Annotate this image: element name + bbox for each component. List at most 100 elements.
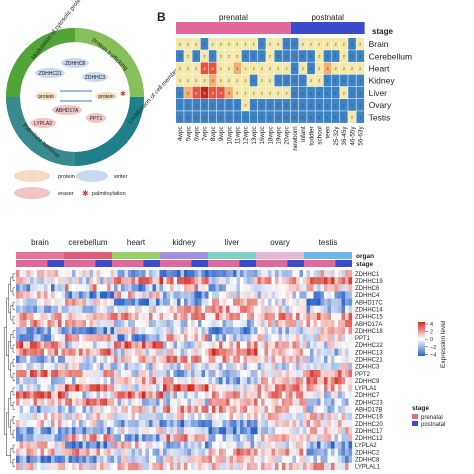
panel-c-cell bbox=[68, 412, 73, 421]
panel-b-cell bbox=[266, 111, 274, 123]
panel-c-cell bbox=[166, 448, 171, 456]
panel-c-cell bbox=[331, 455, 335, 464]
panel-c-cell bbox=[51, 441, 55, 449]
panel-c-cell bbox=[110, 312, 115, 321]
panel-b-cell bbox=[299, 111, 307, 123]
panel-c-cell bbox=[30, 334, 34, 342]
panel-c-cell bbox=[289, 341, 293, 349]
panel-b-cell-value: 4 bbox=[220, 91, 222, 95]
panel-c-cell bbox=[75, 455, 80, 464]
panel-c-cell bbox=[296, 348, 300, 356]
center-label: protein bbox=[98, 94, 114, 100]
panel-c-cell bbox=[156, 291, 160, 299]
panel-c-cell bbox=[30, 341, 34, 349]
panel-c-cell bbox=[65, 320, 69, 328]
panel-c-cell bbox=[317, 398, 321, 406]
panel-c-cell bbox=[145, 341, 150, 349]
panel-c-cell bbox=[19, 412, 24, 421]
panel-c-cell bbox=[278, 327, 283, 335]
panel-c-cell bbox=[33, 427, 38, 435]
panel-c-cell bbox=[292, 355, 297, 364]
panel-c-cell bbox=[191, 420, 195, 428]
panel-c-cell bbox=[44, 398, 48, 406]
panel-c-cell bbox=[341, 341, 346, 349]
panel-c-cell bbox=[124, 384, 129, 392]
panel-c-cell bbox=[264, 355, 269, 364]
panel-c-cell bbox=[89, 291, 94, 299]
panel-c-cell bbox=[194, 284, 199, 292]
panel-c-cell bbox=[135, 298, 139, 306]
panel-c-cell bbox=[72, 320, 76, 328]
panel-c-cell bbox=[58, 327, 62, 335]
panel-c-cell bbox=[61, 320, 66, 328]
panel-c-cell bbox=[254, 341, 258, 349]
panel-c-cell bbox=[348, 370, 353, 378]
dendrogram-branch bbox=[12, 301, 15, 310]
panel-c-cell bbox=[23, 334, 27, 342]
panel-c-cell bbox=[23, 384, 27, 392]
panel-c-cell bbox=[124, 405, 129, 414]
panel-c-cell bbox=[23, 455, 27, 464]
panel-c-cell bbox=[117, 398, 122, 406]
panel-c-cell bbox=[19, 355, 24, 364]
panel-c-cell bbox=[338, 412, 342, 421]
panel-c-cell bbox=[341, 455, 346, 464]
row-dendrogram bbox=[3, 273, 15, 467]
panel-c-cell bbox=[44, 455, 48, 464]
panel-c-cell bbox=[282, 448, 286, 456]
panel-c-cell bbox=[261, 434, 265, 442]
panel-c-cell bbox=[16, 448, 20, 456]
panel-c-cell bbox=[226, 298, 230, 306]
panel-c-cell bbox=[184, 455, 188, 464]
panel-c-cell bbox=[310, 320, 314, 328]
legend-eraser-swatch bbox=[14, 187, 50, 199]
panel-c-cell bbox=[348, 462, 353, 471]
panel-b-cell bbox=[184, 99, 192, 111]
panel-c-cell bbox=[156, 398, 160, 406]
panel-c-cell bbox=[212, 305, 216, 314]
panel-c-cell bbox=[166, 334, 171, 342]
panel-c-cell bbox=[229, 270, 234, 278]
panel-c-cell bbox=[152, 455, 157, 464]
panel-c-cell bbox=[222, 384, 227, 392]
panel-c-cell bbox=[303, 312, 307, 321]
panel-c-cell bbox=[327, 398, 332, 406]
panel-c-cell bbox=[96, 277, 101, 285]
panel-c-cell bbox=[44, 434, 48, 442]
panel-c-cell bbox=[303, 284, 307, 292]
panel-c-cell bbox=[292, 384, 297, 392]
panel-c-cell bbox=[152, 370, 157, 378]
panel-c-cell bbox=[191, 320, 195, 328]
panel-c-cell bbox=[44, 291, 48, 299]
panel-c-cell bbox=[306, 377, 311, 385]
panel-c-cell bbox=[215, 398, 220, 406]
panel-c-cell bbox=[317, 455, 321, 464]
panel-c-cell bbox=[33, 334, 38, 342]
panel-c-cell bbox=[117, 362, 122, 371]
panel-c-cell bbox=[72, 362, 76, 371]
panel-b-cell bbox=[200, 74, 209, 87]
panel-c-cell bbox=[16, 284, 20, 292]
panel-c-cell bbox=[278, 398, 283, 406]
panel-c-cell bbox=[156, 405, 160, 414]
panel-c-cell bbox=[275, 284, 279, 292]
panel-c-cell bbox=[184, 291, 188, 299]
panel-b-cell-value: 1 bbox=[212, 55, 214, 59]
panel-c-cell bbox=[257, 362, 262, 371]
panel-c-cell bbox=[166, 341, 171, 349]
panel-c-cell bbox=[226, 305, 230, 314]
panel-c-cell bbox=[194, 298, 199, 306]
panel-c-cell bbox=[229, 420, 234, 428]
panel-c-cell bbox=[331, 412, 335, 421]
panel-c-cell bbox=[82, 462, 87, 471]
panel-c-cell bbox=[170, 312, 174, 321]
panel-c-cell bbox=[250, 448, 255, 456]
panel-c-cell bbox=[289, 455, 293, 464]
panel-c-cell bbox=[194, 370, 199, 378]
panel-c-cell bbox=[236, 291, 241, 299]
panel-c-cell bbox=[149, 398, 153, 406]
panel-b-cell bbox=[225, 74, 233, 87]
panel-c-cell bbox=[72, 391, 76, 399]
panel-c-cell bbox=[163, 341, 167, 349]
panel-c-cell bbox=[110, 448, 115, 456]
